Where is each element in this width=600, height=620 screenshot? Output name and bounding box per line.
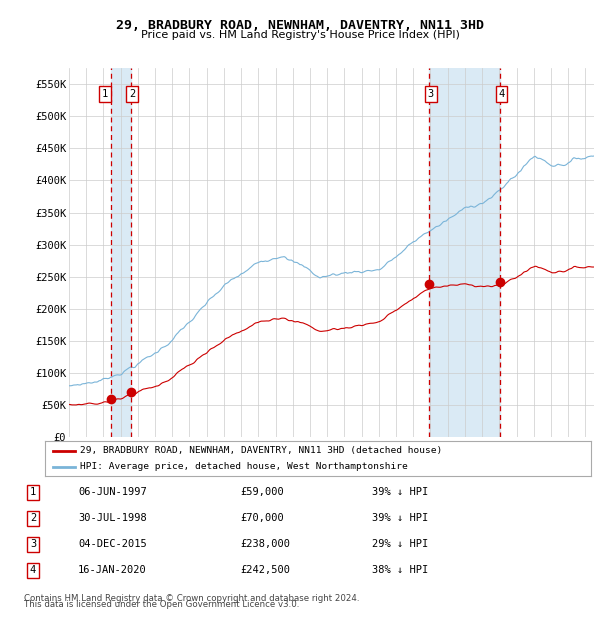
Text: HPI: Average price, detached house, West Northamptonshire: HPI: Average price, detached house, West… — [80, 463, 408, 471]
Text: 39% ↓ HPI: 39% ↓ HPI — [372, 513, 428, 523]
Text: Contains HM Land Registry data © Crown copyright and database right 2024.: Contains HM Land Registry data © Crown c… — [24, 593, 359, 603]
Text: 04-DEC-2015: 04-DEC-2015 — [78, 539, 147, 549]
Text: 3: 3 — [30, 539, 36, 549]
Text: £238,000: £238,000 — [240, 539, 290, 549]
Text: 29, BRADBURY ROAD, NEWNHAM, DAVENTRY, NN11 3HD (detached house): 29, BRADBURY ROAD, NEWNHAM, DAVENTRY, NN… — [80, 446, 443, 455]
Text: 39% ↓ HPI: 39% ↓ HPI — [372, 487, 428, 497]
Text: 2: 2 — [129, 89, 135, 99]
Text: 4: 4 — [499, 89, 505, 99]
Text: £242,500: £242,500 — [240, 565, 290, 575]
Text: 1: 1 — [101, 89, 108, 99]
Text: This data is licensed under the Open Government Licence v3.0.: This data is licensed under the Open Gov… — [24, 600, 299, 609]
Text: 38% ↓ HPI: 38% ↓ HPI — [372, 565, 428, 575]
Text: Price paid vs. HM Land Registry's House Price Index (HPI): Price paid vs. HM Land Registry's House … — [140, 30, 460, 40]
Text: 3: 3 — [428, 89, 434, 99]
Text: 4: 4 — [30, 565, 36, 575]
Text: 16-JAN-2020: 16-JAN-2020 — [78, 565, 147, 575]
Text: 30-JUL-1998: 30-JUL-1998 — [78, 513, 147, 523]
Text: 2: 2 — [30, 513, 36, 523]
Text: 29, BRADBURY ROAD, NEWNHAM, DAVENTRY, NN11 3HD: 29, BRADBURY ROAD, NEWNHAM, DAVENTRY, NN… — [116, 19, 484, 32]
Text: 29% ↓ HPI: 29% ↓ HPI — [372, 539, 428, 549]
Bar — [111, 68, 131, 437]
Bar — [429, 68, 500, 437]
Text: £70,000: £70,000 — [240, 513, 284, 523]
Text: 1: 1 — [30, 487, 36, 497]
Text: 06-JUN-1997: 06-JUN-1997 — [78, 487, 147, 497]
Text: £59,000: £59,000 — [240, 487, 284, 497]
